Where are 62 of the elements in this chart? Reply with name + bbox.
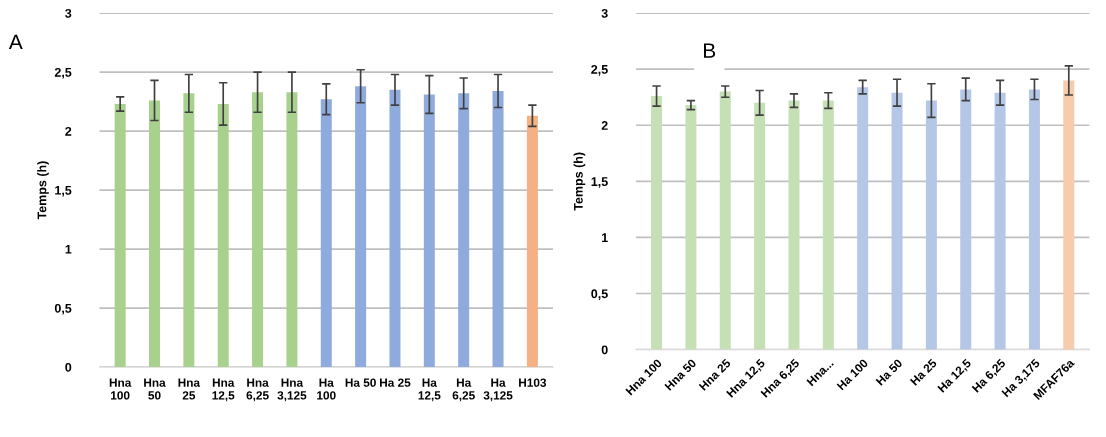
y-tick-label: 2,5 [591, 64, 608, 76]
bar [320, 99, 332, 368]
bar [719, 91, 731, 350]
bar [651, 96, 663, 350]
text: A [8, 34, 23, 50]
bar [355, 86, 367, 368]
bar [960, 89, 972, 350]
bar [458, 93, 470, 368]
y-tick-label: 0,5 [54, 303, 72, 315]
x-tick-label: Ha 25 [909, 358, 938, 386]
y-axis-title: Temps (h) [573, 152, 586, 211]
bar [788, 100, 800, 350]
x-tick-label: Hna 6,25 [246, 378, 269, 402]
bar [857, 87, 869, 350]
bar [423, 94, 435, 368]
bar [217, 103, 229, 368]
y-tick-label: 1,5 [55, 186, 72, 197]
y-tick-label: 0 [65, 362, 72, 372]
x-tick-label: Hna 12,5 [212, 378, 235, 402]
x-tick-label: Ha 100 [317, 378, 336, 400]
y-tick-label: 2,5 [54, 67, 72, 79]
bar [492, 90, 504, 368]
bar [994, 92, 1006, 350]
bar [526, 115, 538, 368]
x-tick-label: Ha 50 [875, 358, 903, 386]
y-tick-label: 1 [65, 245, 72, 254]
bar [685, 105, 697, 350]
x-tick-label: Hna 3,125 [277, 378, 307, 402]
y-tick-label: 1 [602, 233, 608, 242]
y-tick-label: 1,5 [591, 177, 608, 188]
y-tick-label: 0,5 [591, 289, 608, 300]
x-tick-label: Hna 100 [625, 358, 663, 396]
bar [925, 100, 937, 350]
x-tick-label: Ha 25 [380, 378, 411, 387]
x-tick-label: Hna 25 [178, 378, 201, 400]
y-tick-label: 0 [601, 345, 608, 355]
x-tick-label: Ha 12,5 [418, 378, 441, 402]
annotation: B [704, 43, 716, 58]
y-tick-label: 3 [601, 8, 608, 18]
bar [114, 103, 126, 368]
bar [1063, 80, 1075, 350]
y-tick-label: 2 [601, 121, 608, 130]
x-tick-label: Ha 100 [836, 358, 869, 391]
y-tick-label: 2 [65, 126, 72, 136]
x-tick-label: Ha 50 [345, 378, 376, 387]
bar [1028, 89, 1040, 350]
x-tick-label: Hna 50 [144, 378, 166, 400]
bar [891, 92, 903, 350]
x-tick-label: H103 [519, 378, 547, 387]
x-tick-label: Hna 100 [109, 378, 132, 400]
x-tick-label: Ha 3,125 [483, 378, 513, 402]
bar [389, 89, 401, 368]
bar [754, 102, 766, 350]
x-tick-label: Hna 50 [664, 358, 697, 391]
bar [252, 92, 264, 368]
y-tick-label: 3 [65, 8, 72, 18]
bar [822, 100, 834, 350]
y-axis-title: Temps (h) [37, 161, 49, 220]
bar [183, 93, 195, 368]
x-tick-label: Ha 6,25 [452, 378, 475, 402]
bar [149, 100, 160, 368]
bar [286, 92, 298, 368]
